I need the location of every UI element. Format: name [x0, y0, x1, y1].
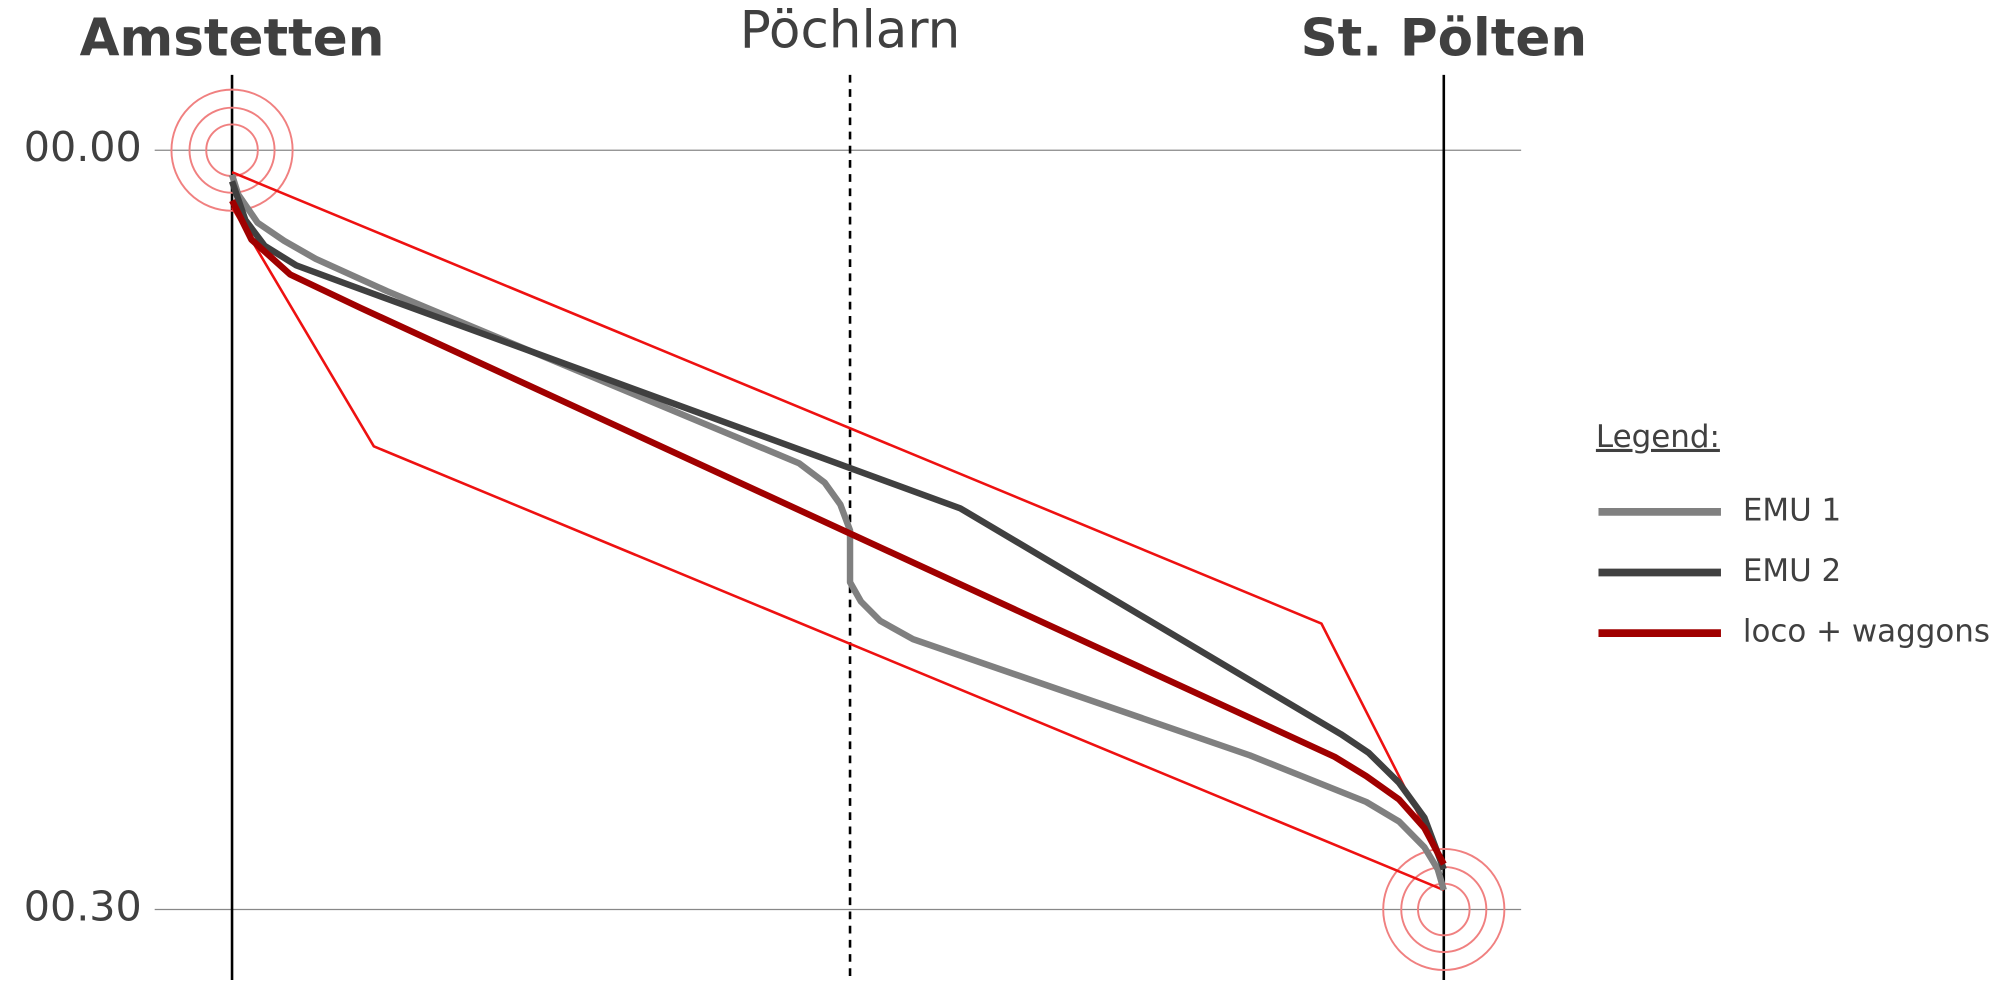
legend-label: loco + waggons	[1743, 614, 1990, 650]
terminus-ring	[1382, 847, 1506, 972]
legend-label: EMU 2	[1743, 553, 1841, 589]
station-label: Pöchlarn	[740, 1, 961, 61]
envelope-line	[230, 206, 1445, 892]
station-label: St. Pölten	[1301, 8, 1587, 68]
y-tick-label: 00.30	[24, 882, 142, 930]
legend-title: Legend:	[1596, 419, 1720, 455]
series-line	[228, 173, 1447, 891]
terminus-ring	[188, 106, 276, 194]
series-line	[228, 180, 1447, 871]
terminus-ring	[170, 88, 294, 212]
series-line	[229, 199, 1447, 866]
station-label: Amstetten	[80, 8, 385, 68]
y-tick-label: 00.00	[24, 123, 142, 171]
legend-label: EMU 1	[1743, 492, 1841, 528]
